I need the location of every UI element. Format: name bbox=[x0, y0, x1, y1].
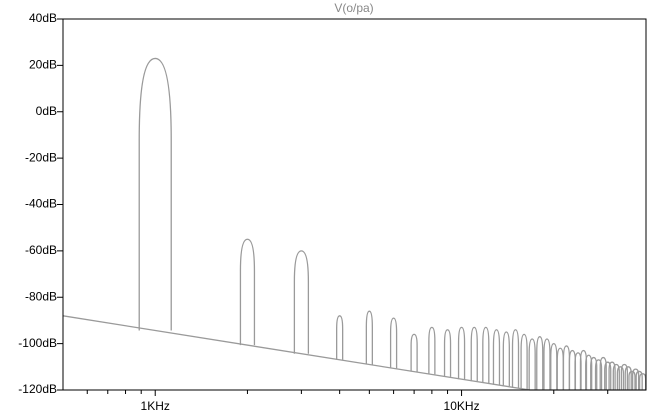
harmonic-peak bbox=[470, 326, 478, 382]
harmonic-peak bbox=[604, 361, 612, 390]
harmonic-peak bbox=[428, 326, 436, 375]
harmonic-peak bbox=[616, 366, 625, 390]
harmonic-peak bbox=[482, 326, 490, 384]
harmonic-peak bbox=[528, 338, 536, 390]
y-tick-label: -120dB bbox=[18, 382, 57, 396]
harmonic-peak bbox=[365, 310, 373, 365]
harmonic-peak bbox=[457, 326, 466, 380]
y-tick-label: -20dB bbox=[25, 150, 57, 164]
harmonic-peak bbox=[608, 361, 616, 390]
y-tick-label: -80dB bbox=[25, 289, 57, 303]
x-tick-label: 1KHz bbox=[141, 399, 170, 413]
y-tick-label: -40dB bbox=[25, 197, 57, 211]
y-tick-label: -100dB bbox=[18, 336, 57, 350]
harmonic-peak bbox=[550, 342, 558, 390]
y-tick-label: 40dB bbox=[29, 11, 57, 25]
harmonic-peak bbox=[389, 317, 398, 369]
y-tick-label: 0dB bbox=[36, 104, 57, 118]
plot-area bbox=[63, 57, 646, 391]
harmonic-peak bbox=[635, 370, 643, 390]
harmonic-peak bbox=[293, 250, 310, 354]
harmonic-peak bbox=[520, 333, 528, 390]
harmonic-peak bbox=[590, 356, 598, 390]
y-tick-label: -60dB bbox=[25, 243, 57, 257]
harmonic-peak bbox=[594, 359, 603, 390]
harmonic-peak bbox=[638, 373, 646, 390]
harmonic-peak bbox=[628, 370, 636, 390]
harmonic-peak bbox=[492, 329, 501, 385]
harmonic-peak bbox=[410, 333, 418, 372]
harmonic-peak bbox=[612, 363, 620, 390]
x-tick-label: 10KHz bbox=[444, 399, 480, 413]
harmonic-peak bbox=[239, 238, 256, 346]
harmonic-peak bbox=[502, 331, 510, 387]
chart-title: V(o/pa) bbox=[334, 1, 373, 15]
harmonic-peak bbox=[543, 338, 551, 390]
harmonic-peak bbox=[511, 329, 520, 388]
harmonic-peak bbox=[536, 336, 544, 390]
harmonic-peak bbox=[138, 57, 172, 331]
y-tick-label: 20dB bbox=[29, 58, 57, 72]
harmonic-peak bbox=[443, 329, 452, 377]
harmonic-peak bbox=[562, 345, 571, 390]
harmonic-peak bbox=[620, 363, 629, 390]
harmonic-peak bbox=[336, 315, 344, 360]
harmonic-peak bbox=[631, 368, 640, 390]
